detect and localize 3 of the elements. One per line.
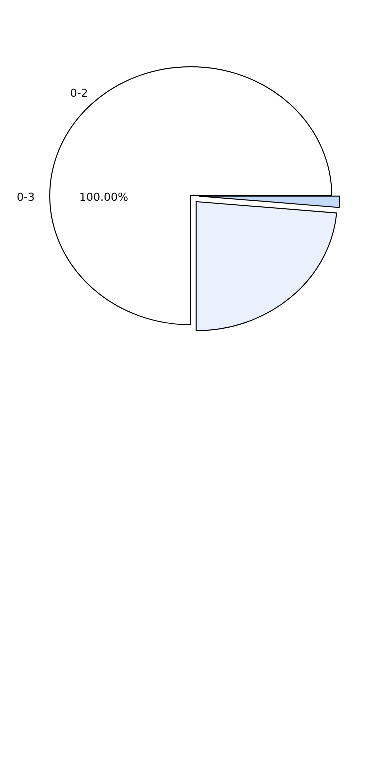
slice-label: 0-2 xyxy=(70,86,88,100)
text: 0-3 xyxy=(17,191,35,204)
text: 100.00% xyxy=(80,191,128,204)
